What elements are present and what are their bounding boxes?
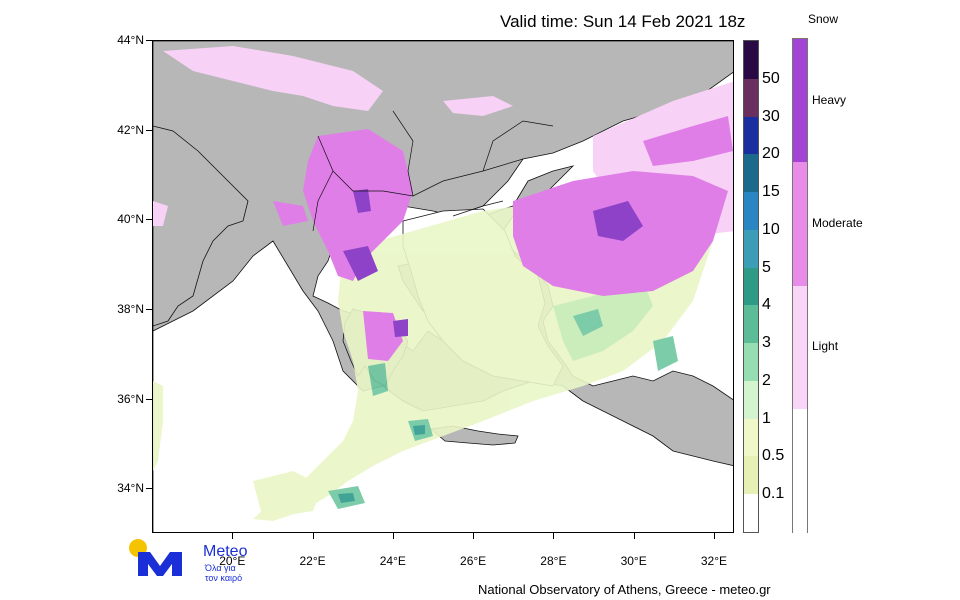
rain-colorbar (743, 40, 759, 533)
rain-colorbar-cell (744, 380, 758, 420)
longitude-tick-label: 24°E (379, 554, 406, 568)
rain-colorbar-cell (744, 267, 758, 306)
logo-brand-text: Meteo (203, 543, 248, 560)
rain-colorbar-label: 5 (762, 258, 771, 276)
latitude-tick-label: 44°N (117, 33, 144, 47)
rain-colorbar-label: 4 (762, 296, 771, 314)
precipitation-map (152, 40, 734, 533)
longitude-tick-label: 22°E (299, 554, 326, 568)
longitude-tick (553, 533, 555, 539)
longitude-tick-label: 20°E (219, 554, 246, 568)
latitude-tick (146, 219, 152, 221)
country-borders (312, 110, 554, 232)
rain-colorbar-label: 30 (762, 107, 780, 125)
rain-colorbar-cell (744, 343, 758, 382)
latitude-tick-label: 38°N (117, 301, 144, 316)
footer-credit: National Observatory of Athens, Greece -… (478, 582, 771, 597)
snow-colorbar-label: Moderate (812, 215, 863, 230)
rain-colorbar-cell (744, 229, 758, 269)
valid-time-title: Valid time: Sun 14 Feb 2021 18z (500, 12, 746, 31)
latitude-tick-label: 42°N (117, 122, 144, 137)
rain-colorbar-cell (744, 456, 758, 495)
rain-colorbar-cell (744, 494, 758, 533)
rain-colorbar-cell (744, 192, 758, 231)
snow-legend-title: Snow (808, 12, 839, 26)
meteo-m-icon (138, 552, 182, 576)
rain-colorbar-label: 2 (762, 371, 771, 389)
logo-tagline-1: Όλα για (205, 563, 236, 573)
rain-colorbar-label: 1 (762, 409, 771, 427)
rain-colorbar-label: 15 (762, 183, 780, 201)
longitude-tick-label: 26°E (460, 554, 487, 568)
longitude-tick-label: 32°E (700, 554, 727, 568)
snow-colorbar-cell (793, 162, 807, 286)
snow-colorbar-label: Light (812, 339, 839, 354)
latitude-tick (146, 398, 152, 400)
map-canvas (153, 41, 733, 532)
snow-overlay (153, 46, 733, 361)
rain-colorbar-label: 10 (762, 220, 780, 238)
latitude-tick-label: 36°N (117, 391, 144, 406)
rain-colorbar-cell (744, 418, 758, 457)
snow-colorbar-cell (793, 408, 807, 533)
rain-colorbar-cell (744, 305, 758, 344)
snow-colorbar-cell (793, 39, 807, 163)
latitude-tick-label: 40°N (117, 212, 144, 227)
longitude-tick (713, 533, 715, 539)
rain-colorbar-cell (744, 41, 758, 80)
logo-tagline-2: τον καιρό (205, 573, 243, 583)
latitude-tick (146, 308, 152, 310)
rain-colorbar-label: 20 (762, 145, 780, 163)
rain-colorbar-label: 0.5 (762, 447, 785, 465)
longitude-tick-label: 28°E (540, 554, 567, 568)
rain-colorbar-cell (744, 116, 758, 155)
rain-colorbar-cell (744, 154, 758, 193)
longitude-tick (392, 533, 394, 539)
italy-land (153, 125, 249, 327)
longitude-tick (473, 533, 475, 539)
latitude-tick (146, 488, 152, 490)
rain-colorbar-cell (744, 78, 758, 118)
rain-colorbar-label: 3 (762, 334, 771, 352)
latitude-tick-label: 34°N (117, 481, 144, 496)
longitude-tick-label: 30°E (620, 554, 647, 568)
latitude-tick (146, 129, 152, 131)
snow-colorbar-cell (793, 285, 807, 410)
rain-colorbar-label: 50 (762, 69, 780, 87)
rain-colorbar-label: 0.1 (762, 485, 785, 503)
longitude-tick (633, 533, 635, 539)
latitude-tick (146, 40, 152, 41)
meteo-logo (129, 539, 182, 576)
longitude-tick (312, 533, 314, 539)
snow-colorbar (792, 38, 808, 533)
snow-colorbar-label: Heavy (812, 92, 847, 107)
longitude-tick (232, 533, 234, 539)
